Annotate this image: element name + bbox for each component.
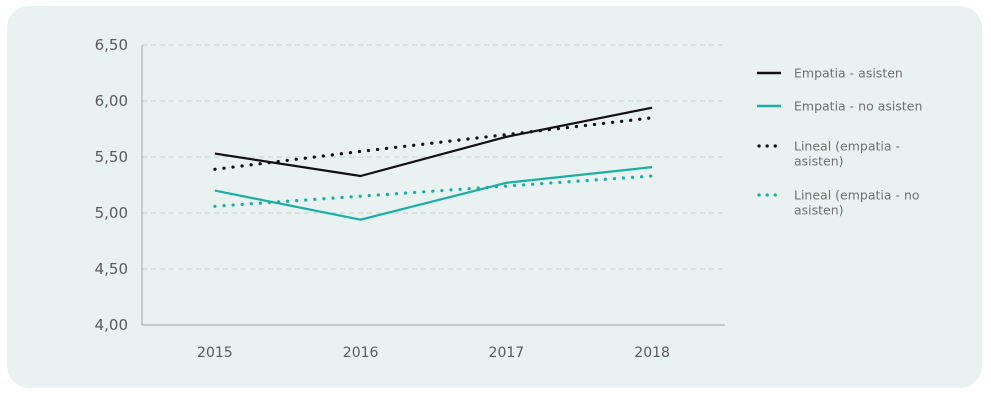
legend-label: Empatia - no asisten [794, 99, 922, 114]
series-lines [213, 106, 654, 221]
y-tick-label: 5,00 [95, 204, 128, 222]
y-tick-label: 6,50 [95, 36, 128, 54]
x-tick-label: 2016 [343, 345, 379, 361]
series-line-2 [214, 166, 653, 221]
axes [141, 45, 725, 326]
legend-label: Empatia - asisten [794, 66, 903, 81]
y-tick-label: 5,50 [95, 148, 128, 166]
series-line-1 [214, 106, 653, 178]
y-tick-label: 6,00 [95, 92, 128, 110]
y-tick-label: 4,00 [95, 316, 128, 334]
x-tick-labels: 2015 2016 2017 2018 [197, 345, 670, 361]
legend: Empatia - asisten Empatia - no asisten Lin… [757, 66, 922, 218]
x-tick-label: 2018 [634, 345, 670, 361]
y-tick-label: 4,50 [95, 260, 128, 278]
legend-label: Lineal (empatia -asisten) [794, 139, 900, 169]
y-tick-labels: 4,00 4,50 5,00 5,50 6,00 6,50 [95, 36, 128, 334]
legend-label: Lineal (empatia - no asisten) [794, 188, 920, 218]
series-line-3 [213, 116, 654, 171]
x-tick-label: 2017 [489, 345, 525, 361]
chart-card [7, 6, 982, 388]
series-line-4 [213, 174, 654, 208]
x-tick-label: 2015 [197, 345, 233, 361]
